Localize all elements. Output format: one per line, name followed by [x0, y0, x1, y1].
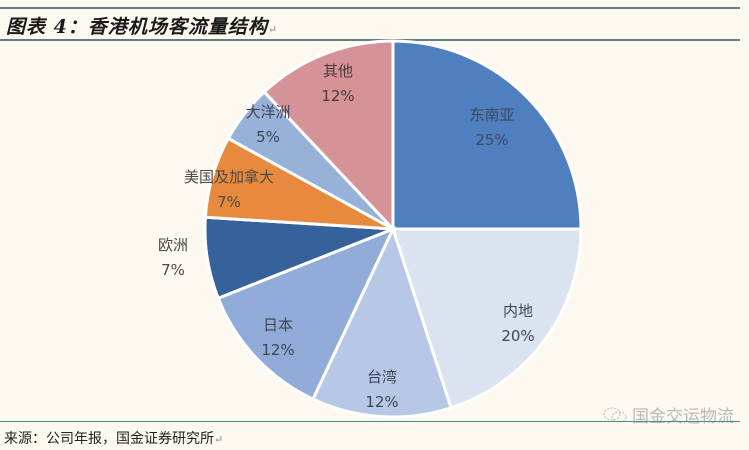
slice-percent: 20%: [501, 327, 534, 345]
slice-label: 欧洲: [158, 236, 188, 254]
slice-percent: 12%: [321, 87, 354, 105]
watermark: 国金交运物流: [602, 402, 734, 427]
pie-slice: [390, 227, 583, 410]
slice-label: 大洋洲: [245, 103, 290, 121]
pie-slice: [391, 39, 583, 231]
pie-labels: 东南亚 25% 内地 20% 台湾 12% 日本 12% 欧洲 7% 美国及加拿大 7% 大洋洲 5% 其他…: [158, 62, 535, 411]
slice-label: 内地: [503, 302, 533, 320]
slice-percent: 12%: [261, 341, 294, 359]
slice-label: 东南亚: [469, 106, 514, 124]
pie-slice: [310, 224, 453, 419]
slice-percent: 5%: [256, 128, 280, 146]
slice-percent: 12%: [365, 393, 398, 411]
figure-title: 图表 4：香港机场客流量结构↵: [6, 16, 279, 38]
slice-label: 其他: [323, 62, 353, 80]
slice-percent: 25%: [475, 131, 508, 149]
slice-label: 美国及加拿大: [184, 168, 274, 186]
pie-slice: [216, 226, 396, 402]
watermark-text: 国金交运物流: [632, 407, 734, 427]
pie-slices: [203, 39, 583, 419]
chat-bubble-icon: [603, 407, 627, 422]
slice-label: 日本: [263, 316, 293, 334]
slice-label: 台湾: [367, 368, 397, 386]
title-rule: [0, 39, 740, 41]
slice-percent: 7%: [161, 261, 185, 279]
pie-slice: [262, 39, 395, 233]
source-note: 来源：公司年报，国金证券研究所↵: [4, 431, 224, 447]
bottom-rule: [0, 421, 740, 422]
top-rule: [0, 7, 740, 9]
slice-percent: 7%: [217, 193, 241, 211]
